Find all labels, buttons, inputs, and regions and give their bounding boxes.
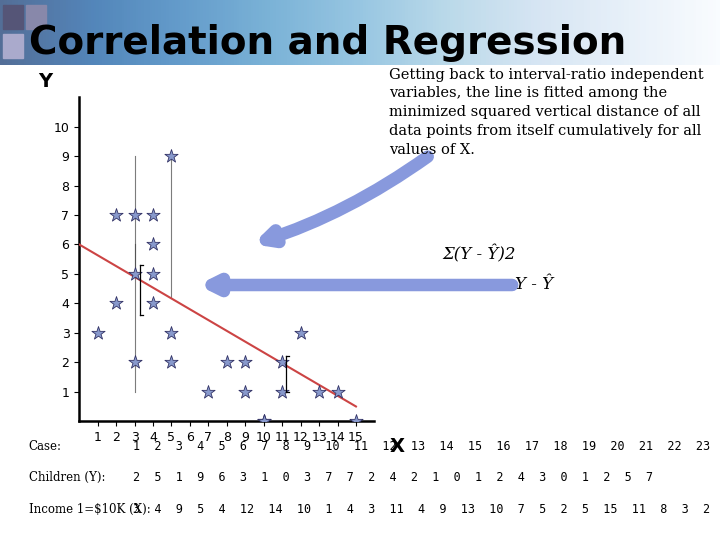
Point (147, 211, 158, 219)
Point (110, 299, 122, 308)
Text: Income 1=$10K (X):: Income 1=$10K (X): (29, 503, 150, 516)
Point (240, 387, 251, 396)
Point (166, 152, 177, 160)
Text: X: X (390, 437, 404, 456)
Bar (3, 33, 23, 58)
Point (240, 358, 251, 367)
Point (221, 358, 233, 367)
Point (129, 358, 140, 367)
Text: 3  4  9  5  4  12  14  10  1  4  3  11  4  9  13  10  7  5  2  5  15  11  8  3  : 3 4 9 5 4 12 14 10 1 4 3 11 4 9 13 10 7 … (133, 503, 711, 516)
Text: Children (Y):: Children (Y): (29, 471, 105, 484)
Point (147, 299, 158, 308)
Point (92, 328, 104, 337)
Bar (26, 4, 46, 29)
Point (276, 387, 288, 396)
Point (147, 269, 158, 278)
Text: Σ(Y - Ŷ)2: Σ(Y - Ŷ)2 (443, 246, 516, 264)
Bar (3, 4, 23, 29)
Point (110, 211, 122, 219)
Text: Y - Ŷ: Y - Ŷ (515, 276, 553, 293)
Text: Y: Y (38, 72, 52, 91)
Point (258, 417, 269, 426)
Point (295, 328, 307, 337)
Text: Correlation and Regression: Correlation and Regression (29, 24, 626, 62)
Point (147, 240, 158, 249)
Point (166, 358, 177, 367)
Point (276, 358, 288, 367)
Point (202, 387, 214, 396)
Point (166, 328, 177, 337)
Point (332, 387, 343, 396)
Text: Case:: Case: (29, 440, 62, 453)
Point (350, 417, 361, 426)
Text: 1  2  3  4  5  6  7  8  9  10  11  12  13  14  15  16  17  18  19  20  21  22  2: 1 2 3 4 5 6 7 8 9 10 11 12 13 14 15 16 1… (133, 440, 720, 453)
Point (129, 211, 140, 219)
Point (258, 417, 269, 426)
Point (129, 269, 140, 278)
Text: Getting back to interval-ratio independent
variables, the line is fitted among t: Getting back to interval-ratio independe… (389, 68, 703, 157)
Point (313, 387, 325, 396)
Text: 2  5  1  9  6  3  1  0  3  7  7  2  4  2  1  0  1  2  4  3  0  1  2  5  7: 2 5 1 9 6 3 1 0 3 7 7 2 4 2 1 0 1 2 4 3 … (133, 471, 653, 484)
